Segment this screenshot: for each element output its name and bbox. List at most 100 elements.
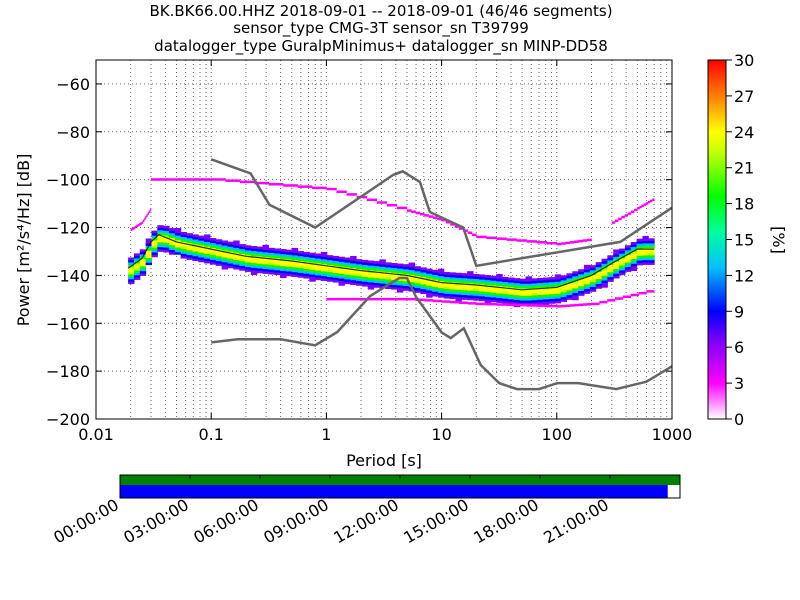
- psd-cell: [467, 271, 474, 274]
- psd-cell: [572, 287, 579, 291]
- psd-cell: [344, 259, 351, 263]
- psd-cell: [379, 266, 386, 270]
- psd-cell: [484, 277, 491, 281]
- psd-cell: [601, 273, 608, 276]
- psd-cell: [472, 288, 480, 292]
- psd-cell: [449, 286, 456, 290]
- psd-cell: [291, 255, 299, 258]
- psd-cell: [204, 241, 211, 245]
- psd-cell: [315, 265, 322, 269]
- psd-cell: [443, 295, 451, 299]
- psd-cell: [145, 240, 152, 244]
- psd-cell: [508, 289, 515, 293]
- psd-cell: [642, 238, 649, 241]
- psd-cell: [548, 277, 556, 280]
- psd-cell: [543, 294, 550, 297]
- psd-cell: [455, 277, 462, 281]
- psd-cell: [303, 271, 310, 274]
- psd-cell: [309, 255, 316, 258]
- psd-cell: [443, 276, 451, 280]
- y-tick-label: −140: [46, 266, 90, 285]
- psd-cell: [467, 278, 474, 282]
- psd-cell: [519, 285, 527, 289]
- psd-cell: [367, 262, 375, 266]
- psd-cell: [169, 244, 176, 248]
- psd-cell: [297, 265, 304, 269]
- psd-cell: [578, 281, 585, 284]
- psd-cell: [250, 253, 258, 256]
- psd-cell: [426, 280, 433, 284]
- psd-outlier-cell: [336, 190, 347, 193]
- psd-cell: [192, 255, 199, 259]
- psd-outlier-cell: [406, 209, 412, 212]
- psd-cell: [256, 253, 264, 257]
- psd-outlier-cell: [587, 238, 592, 242]
- psd-cell: [186, 254, 193, 258]
- psd-cell: [595, 271, 603, 275]
- psd-cell: [233, 247, 240, 251]
- psd-cell: [163, 232, 170, 236]
- psd-outlier-cell: [336, 297, 347, 301]
- psd-outlier-cell: [561, 304, 566, 308]
- psd-cell: [268, 262, 275, 265]
- psd-cell: [309, 274, 316, 277]
- psd-cell: [584, 279, 591, 282]
- psd-cell: [537, 289, 544, 293]
- colorbar-tick-label: 9: [734, 302, 744, 321]
- psd-cell: [209, 240, 217, 244]
- psd-cell: [320, 254, 328, 258]
- psd-cell: [443, 293, 451, 297]
- psd-cell: [367, 279, 375, 283]
- psd-cell: [396, 285, 404, 288]
- psd-cell: [519, 295, 527, 299]
- psd-cell: [250, 246, 258, 249]
- psd-cell: [548, 298, 556, 302]
- psd-outlier-cell: [611, 221, 616, 224]
- psd-cell: [420, 279, 427, 283]
- psd-cell: [250, 262, 258, 266]
- psd-cell: [467, 292, 474, 296]
- psd-cell: [455, 279, 462, 283]
- psd-cell: [636, 250, 643, 254]
- psd-cell: [350, 277, 357, 281]
- psd-cell: [496, 290, 503, 294]
- x-tick-label: 10: [431, 425, 451, 444]
- psd-cell: [209, 261, 217, 265]
- psd-outlier-cell: [578, 239, 584, 243]
- psd-outlier-cell: [569, 304, 575, 307]
- psd-cell: [326, 255, 334, 258]
- psd-cell: [344, 264, 351, 268]
- psd-cell: [432, 281, 439, 285]
- psd-cell: [174, 228, 182, 231]
- psd-cell: [613, 256, 620, 260]
- psd-cell: [607, 267, 614, 270]
- psd-cell: [245, 266, 252, 270]
- psd-outlier-cell: [432, 216, 438, 220]
- plot-area: 0.01 0.1 1 10 100 1000 −60 −80 −100 −120 −140 −160 −…: [46, 59, 692, 444]
- psd-cell: [239, 248, 246, 252]
- psd-cell: [432, 291, 439, 295]
- psd-cell: [215, 244, 223, 247]
- psd-cell: [227, 241, 234, 245]
- psd-cell: [239, 263, 246, 266]
- psd-cell: [537, 277, 544, 281]
- psd-cell: [367, 272, 375, 276]
- psd-cell: [198, 254, 205, 258]
- psd-outlier-cell: [647, 200, 651, 204]
- psd-cell: [133, 272, 141, 276]
- psd-outlier-cell: [565, 304, 571, 307]
- psd-cell: [227, 256, 234, 259]
- psd-cell: [408, 281, 416, 285]
- psd-cell: [560, 287, 567, 290]
- psd-cell: [221, 247, 228, 251]
- psd-cell: [198, 235, 205, 239]
- psd-cell: [227, 258, 234, 262]
- psd-cell: [455, 284, 462, 288]
- psd-cell: [291, 267, 299, 270]
- psd-cell: [490, 294, 497, 298]
- psd-cell: [572, 271, 579, 274]
- psd-cell: [245, 247, 252, 251]
- psd-cell: [630, 261, 638, 264]
- psd-cell: [396, 289, 404, 293]
- psd-cell: [385, 269, 392, 273]
